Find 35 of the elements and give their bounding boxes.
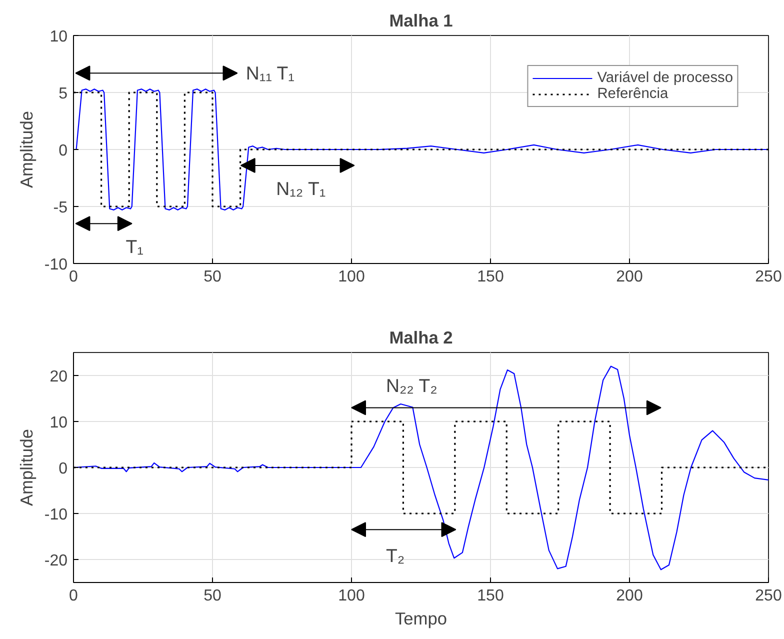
y-tick-label: -10 [44,506,68,524]
x-tick-label: 50 [204,268,222,286]
x-tick-label: 150 [477,588,504,604]
x-axis-title: Tempo [394,608,448,628]
y-axis-title: Amplitude [16,110,36,188]
annotation: N₂₂ T₂ [386,375,438,396]
annotation: T₁ [126,236,144,257]
chart-title: Malha 2 [389,328,453,348]
x-tick-label: 50 [204,588,222,604]
y-axis-title: Amplitude [16,428,36,506]
x-tick-label: 100 [338,588,365,604]
x-tick-label: 0 [69,268,78,286]
y-tick-label: 0 [58,142,68,160]
line-series [74,366,768,570]
annotation: T₂ [386,544,405,566]
x-tick-label: 200 [616,268,643,286]
annotation: N₁₁ T₁ [246,62,294,84]
chart-title: Malha 1 [389,10,454,30]
x-tick-label: 200 [616,588,643,604]
y-tick-label: 0 [58,460,68,478]
x-tick-label: 0 [69,588,78,604]
x-tick-label: 250 [755,268,782,286]
y-tick-label: -20 [44,552,68,570]
y-tick-label: 5 [58,86,68,102]
y-tick-label: 10 [50,28,68,46]
y-tick-label: -5 [53,200,68,216]
annotation: N₁₂ T₁ [276,178,326,199]
y-tick-label: -10 [44,256,68,274]
legend-label: Referência [597,86,668,102]
y-tick-label: 20 [50,368,68,386]
legend-label: Variável de processo [597,70,733,86]
x-tick-label: 250 [755,588,782,604]
x-tick-label: 100 [338,268,365,286]
y-tick-label: 10 [50,414,68,432]
x-tick-label: 150 [477,268,504,286]
